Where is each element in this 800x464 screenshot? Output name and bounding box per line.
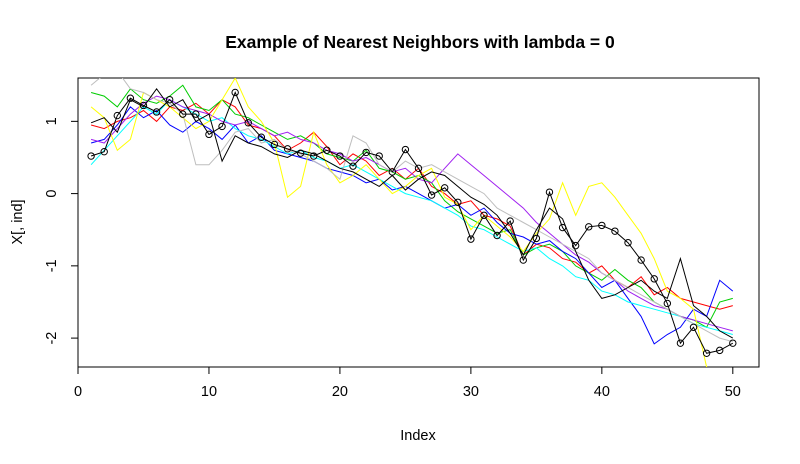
series-1-point	[100, 147, 108, 156]
x-tick-label: 10	[201, 384, 217, 400]
x-axis-label: Index	[400, 428, 436, 444]
series-1-point	[87, 152, 95, 160]
series-7-line	[90, 78, 708, 367]
series-1-point	[375, 152, 383, 160]
y-tick-label: -2	[44, 332, 60, 345]
series-1-point	[663, 299, 672, 308]
series-1-point	[126, 94, 135, 102]
series-5-line	[90, 99, 733, 335]
series-1-point	[152, 108, 161, 116]
series-1-point	[283, 145, 292, 153]
series-3-line	[90, 84, 733, 328]
x-tick-label: 30	[463, 384, 479, 400]
series-1-point	[493, 231, 501, 240]
series-1-point	[323, 146, 331, 154]
chart-title: Example of Nearest Neighbors with lambda…	[225, 32, 615, 52]
series-1-point	[139, 101, 148, 110]
y-axis-label: X[, ind]	[10, 199, 26, 244]
series-1-point	[506, 217, 514, 225]
series-1-point	[454, 198, 462, 206]
series-1-point	[571, 241, 580, 250]
y-tick-label: 1	[44, 117, 60, 125]
series-1-point	[257, 133, 266, 141]
series-1-point	[637, 256, 645, 264]
y-tick-label: 0	[44, 190, 60, 198]
series-1-point	[611, 227, 619, 235]
series-1-point	[205, 130, 213, 139]
series-1-point	[519, 256, 527, 264]
x-axis: 0 10 20 30 40 50	[74, 366, 741, 400]
series-1-point	[296, 149, 305, 157]
series-6-line	[90, 95, 733, 332]
x-tick-label: 50	[725, 384, 741, 400]
series-1-point	[440, 184, 449, 192]
series-1-point	[729, 339, 737, 347]
series-1-point	[532, 234, 541, 243]
series-layer	[87, 78, 737, 367]
series-1-point	[716, 346, 724, 355]
series-1-point	[192, 110, 200, 118]
y-axis: -2 -1 0 1	[44, 117, 79, 345]
series-1-point	[585, 223, 593, 231]
series-1-point	[480, 211, 488, 219]
series-1-point	[231, 88, 239, 97]
plot-frame	[77, 77, 760, 368]
series-1-point	[218, 122, 226, 131]
series-1-point	[467, 235, 475, 243]
x-tick-label: 20	[332, 384, 348, 400]
x-tick-label: 40	[594, 384, 610, 400]
series-1-point	[414, 164, 423, 173]
series-9-line	[90, 87, 734, 339]
series-1-point	[388, 168, 397, 176]
series-1-point	[310, 152, 318, 160]
series-1-point	[427, 191, 436, 199]
x-tick-label: 0	[74, 384, 82, 400]
series-1-point	[689, 323, 698, 331]
series-1-point	[244, 119, 252, 127]
series-1-point	[702, 349, 711, 357]
series-1-point	[401, 145, 410, 154]
series-1-point	[598, 221, 606, 230]
series-1-point	[650, 275, 658, 283]
series-4-line	[90, 106, 734, 345]
series-1-point	[349, 162, 357, 170]
series-1-point	[558, 223, 567, 232]
series-1-point	[179, 110, 187, 118]
series-1-point	[545, 188, 554, 196]
series-group	[87, 78, 737, 367]
series-1-point	[270, 140, 279, 149]
series-1-point	[624, 239, 632, 247]
series-1-point	[165, 95, 174, 104]
series-1-point	[676, 339, 685, 347]
series-1-point	[113, 111, 121, 120]
series-8-line	[90, 78, 733, 343]
series-1-point	[362, 148, 370, 157]
y-tick-label: -1	[44, 259, 60, 272]
series-1-point	[336, 152, 344, 160]
